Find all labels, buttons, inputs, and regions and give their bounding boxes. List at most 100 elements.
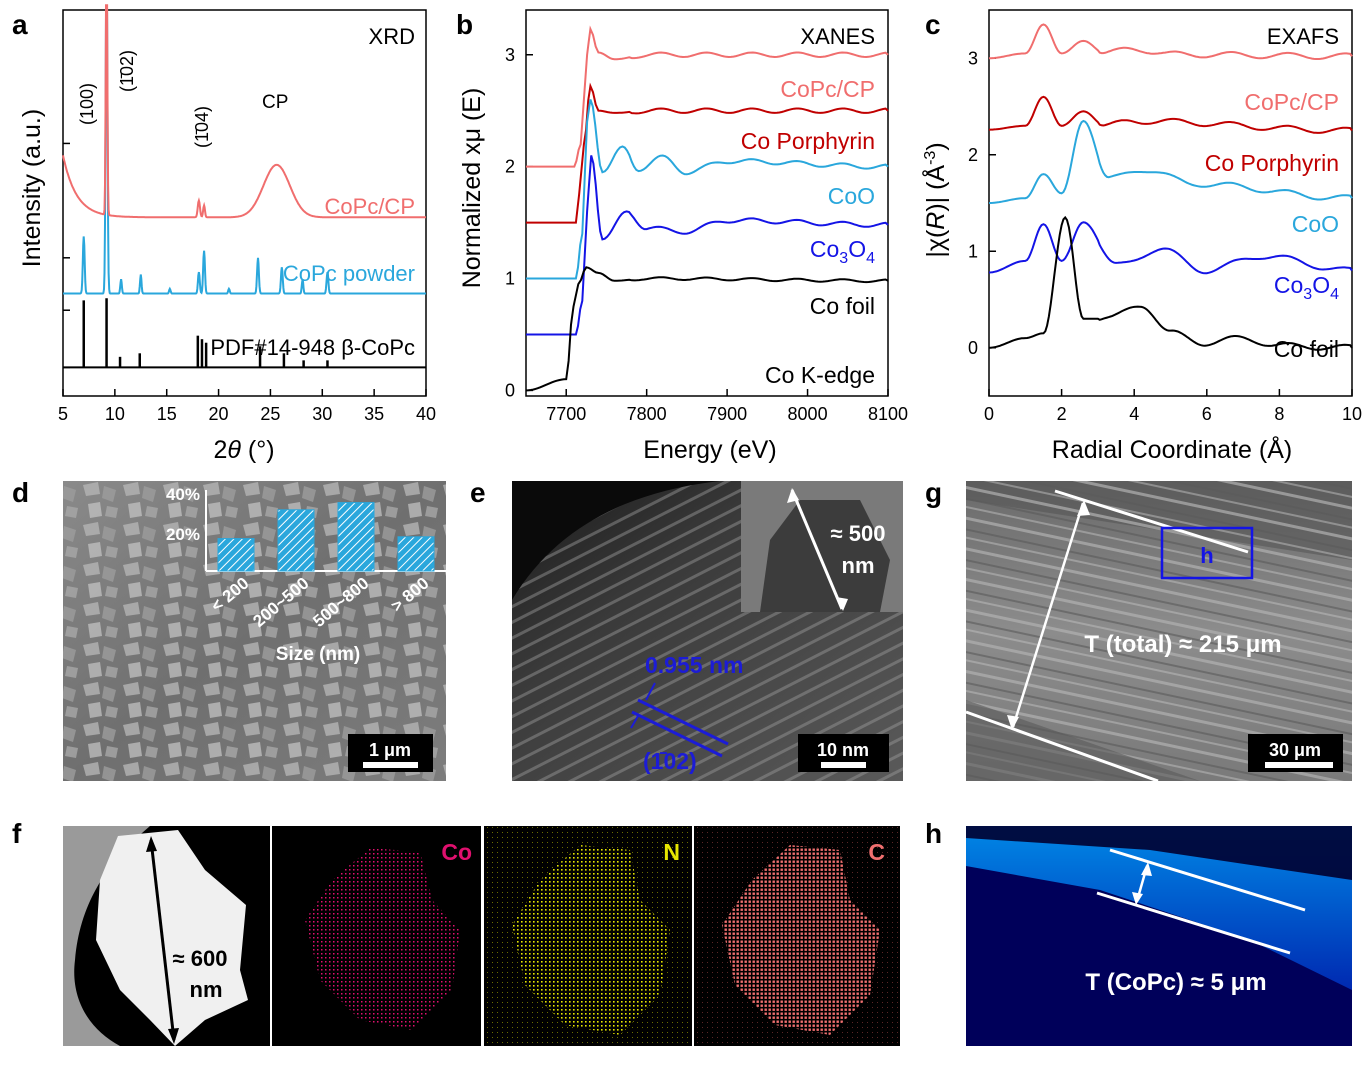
exafs-co3o4 (988, 221, 1353, 275)
plane-label: (1̄02) (643, 748, 697, 774)
thickness-label: T (total) ≈ 215 μm (1084, 631, 1281, 658)
x-tick-label: 7700 (546, 404, 586, 424)
series-label-co3o4: Co3O4 (1274, 272, 1339, 303)
x-tick-label: 35 (364, 404, 384, 424)
panel-e: e ≈ 500 nm 0.955 nm (1̄02) 10 nm (470, 477, 903, 781)
xrd-curves (62, 4, 426, 369)
haadf-edge-glow (63, 826, 150, 1046)
x-axis-label: Energy (eV) (643, 436, 776, 464)
x-tick-label: 5 (58, 404, 68, 424)
arrow-head-down (836, 597, 848, 611)
series-label-pdf: PDF#14-948 β-CoPc (210, 335, 415, 360)
peak-label-104: (1̄04) (192, 106, 212, 148)
panel-b: b 0 1 2 3 7700 7800 7900 8000 8100 XANES Normal… (456, 9, 908, 464)
panel-letter: e (470, 477, 486, 508)
inset-size-arrow (790, 489, 844, 610)
inset-ytick-40: 40% (166, 485, 200, 504)
series-label-copc-cp: CoPc/CP (780, 76, 875, 102)
scale-bar (363, 762, 418, 768)
arrow-head-down (1007, 715, 1019, 730)
panel-letter: f (12, 818, 22, 849)
xanes-co-porphyrin (526, 82, 889, 224)
y-axis-label: Normalized xμ (E) (458, 88, 486, 289)
plot-tag: EXAFS (1267, 24, 1339, 49)
exafs-curves (988, 23, 1353, 351)
plot-frame (525, 9, 889, 397)
spacing-arrow-bottom (630, 715, 639, 729)
y-tick-label: 2 (505, 157, 515, 177)
series-label-copc-cp: CoPc/CP (325, 194, 415, 219)
x-ticks: 7700 7800 7900 8000 8100 (546, 389, 908, 424)
peak-label-cp: CP (262, 92, 288, 113)
histogram-bar (277, 509, 315, 572)
y-axis-label: Intensity (a.u.) (18, 109, 46, 267)
xrd-copc-cp (62, 4, 426, 219)
panel-h: h T (CoPc) ≈ 5 μm (925, 818, 1352, 1046)
bottom-region (966, 700, 1200, 781)
inset-ytick-20: 20% (166, 525, 200, 544)
edge-label: Co K-edge (765, 362, 875, 388)
fringe-line-1 (637, 698, 729, 746)
x-tick-label: 7800 (627, 404, 667, 424)
arrow-head-down (1132, 892, 1143, 905)
xanes-copc-cp (526, 25, 889, 168)
size-arrow (149, 839, 176, 1041)
panel-letter: b (456, 9, 473, 40)
arrow-head-up (1141, 862, 1152, 876)
size-label: ≈ 600 (173, 946, 228, 971)
x-tick-label: 4 (1129, 404, 1139, 424)
histogram-bar (217, 538, 255, 572)
xanes-curves (525, 25, 889, 392)
y-tick-label: 0 (968, 338, 978, 358)
exafs-copc-cp (988, 23, 1353, 60)
histogram-bars (217, 502, 435, 572)
x-tick-label: 10 (1342, 404, 1362, 424)
inset-x-label: Size (nm) (276, 644, 360, 665)
x-axis-label: 2θ (°) (213, 436, 274, 464)
y-tick-label: 0 (505, 380, 515, 400)
x-tick-label: 20 (209, 404, 229, 424)
panel-letter: h (925, 818, 942, 849)
exafs-co-porphyrin (988, 95, 1353, 134)
thickness-arrow (1011, 502, 1085, 728)
xrd-copc-powder (63, 5, 426, 295)
series-label-copc-powder: CoPc powder (283, 261, 415, 286)
y-tick-label: 2 (968, 145, 978, 165)
spacing-arrow-top (645, 682, 656, 701)
exafs-coo (989, 119, 1353, 204)
top-edge-line (1054, 489, 1249, 554)
scale-bar (1265, 762, 1333, 768)
arrow-head-down (168, 1028, 179, 1044)
panel-letter: d (12, 477, 29, 508)
thickness-label: T (CoPc) ≈ 5 μm (1085, 969, 1266, 996)
scale-bar-label: 10 nm (817, 740, 869, 760)
c-signal (722, 845, 880, 1035)
x-tick-label: 6 (1202, 404, 1212, 424)
x-tick-label: 0 (984, 404, 994, 424)
xanes-co3o4 (526, 155, 889, 336)
scale-bar-label: 1 μm (369, 740, 411, 760)
x-tick-label: 8 (1274, 404, 1284, 424)
map-label-co: Co (441, 839, 472, 865)
scale-bar (821, 762, 866, 768)
inset-size-unit: nm (842, 553, 875, 578)
top-boundary-line (1109, 848, 1306, 912)
peak-label-102: (1̄02) (117, 50, 137, 92)
histogram-bar (337, 502, 375, 572)
peak-label-100: (100) (77, 83, 97, 125)
xanes-coo (526, 99, 889, 280)
sem-grain-texture (63, 481, 446, 781)
bottom-edge-line (965, 710, 1159, 783)
plot-frame (62, 9, 427, 397)
exafs-co-foil (988, 215, 1353, 351)
map-label-c: C (868, 839, 885, 865)
series-label-cofoil: Co foil (810, 293, 875, 319)
scale-bar-label: 30 μm (1269, 740, 1321, 760)
arrow-head-up (146, 836, 157, 852)
panel-letter: g (925, 477, 942, 508)
panel-g: g h T (total) ≈ 215 μm 30 μm (925, 477, 1352, 783)
x-tick-label: 8100 (868, 404, 908, 424)
bottom-boundary-line (1096, 891, 1291, 955)
